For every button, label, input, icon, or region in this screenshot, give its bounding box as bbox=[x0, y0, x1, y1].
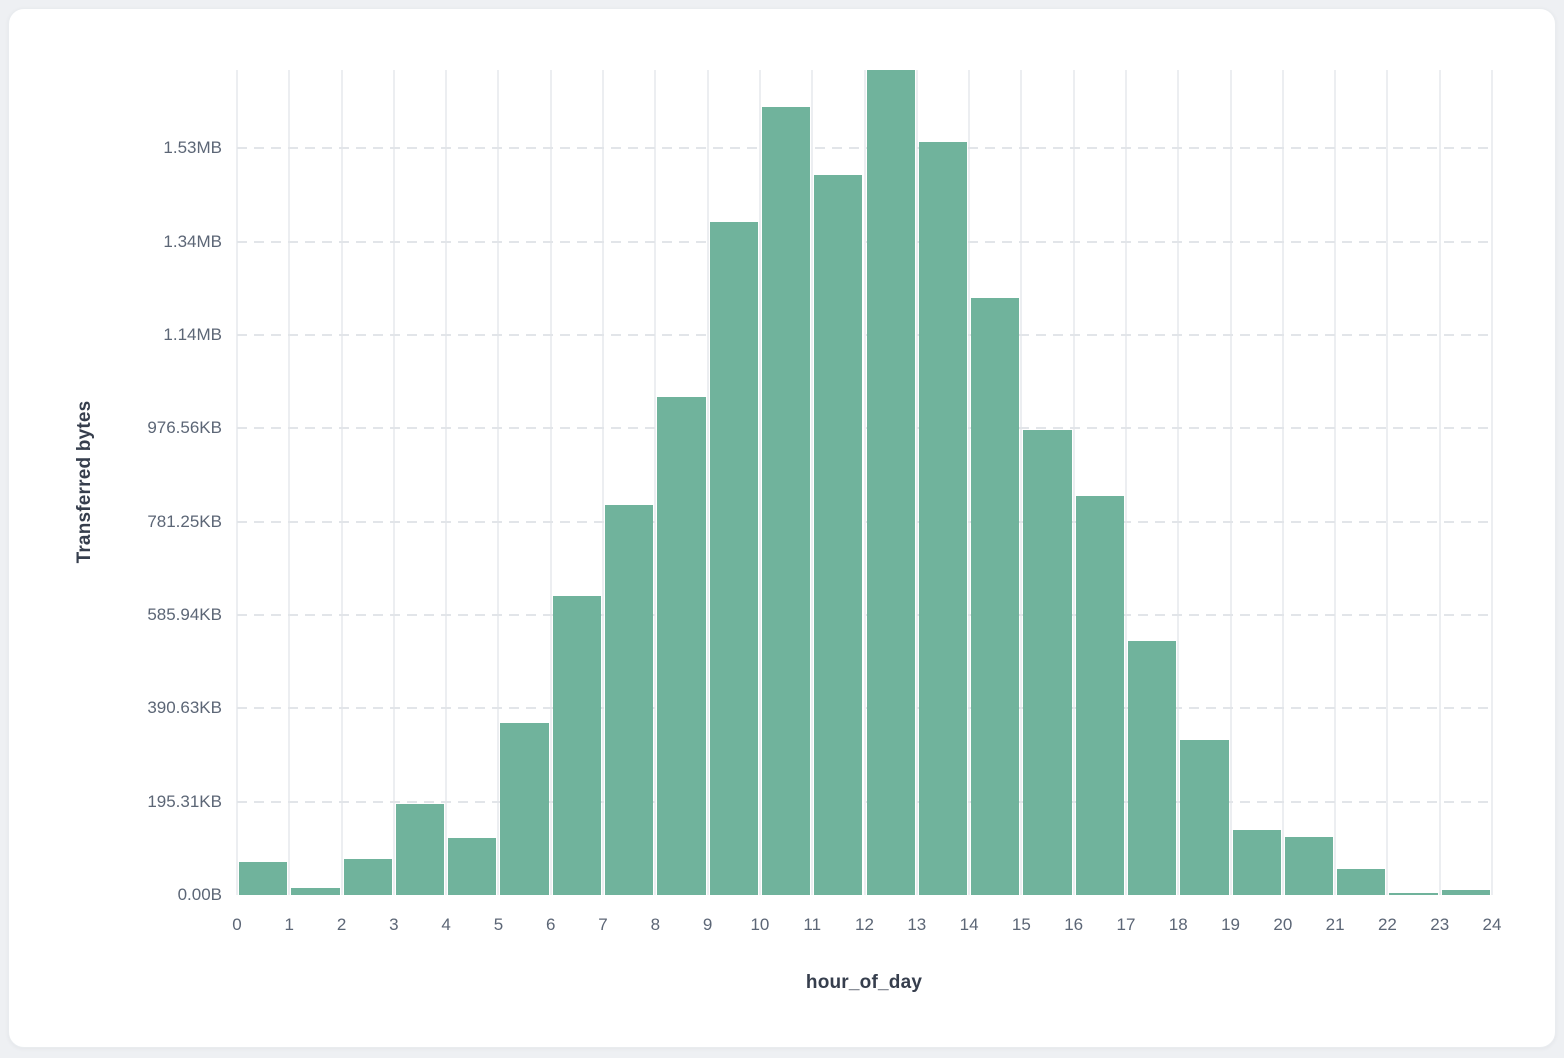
x-tick-label: 11 bbox=[803, 915, 822, 934]
x-tick-label: 23 bbox=[1430, 915, 1450, 934]
plot-area bbox=[236, 70, 1493, 895]
x-tick-label: 12 bbox=[855, 915, 874, 934]
histogram-bar[interactable] bbox=[657, 397, 706, 895]
x-tick-label: 22 bbox=[1377, 915, 1397, 934]
vertical-gridline bbox=[1020, 70, 1023, 895]
x-tick-label: 0 bbox=[232, 915, 242, 934]
histogram-bar[interactable] bbox=[1023, 430, 1072, 895]
histogram-bar[interactable] bbox=[971, 298, 1020, 895]
vertical-gridline bbox=[1438, 70, 1441, 895]
histogram-bar[interactable] bbox=[1232, 830, 1281, 895]
histogram-bar[interactable] bbox=[1075, 496, 1124, 895]
horizontal-gridline bbox=[237, 520, 1492, 523]
histogram-bar[interactable] bbox=[448, 838, 497, 895]
histogram-bar[interactable] bbox=[709, 221, 758, 895]
x-tick-label: 16 bbox=[1064, 915, 1084, 934]
horizontal-gridline bbox=[237, 147, 1492, 150]
vertical-gridline bbox=[811, 70, 814, 895]
histogram-bar[interactable] bbox=[239, 861, 288, 895]
x-tick-label: 17 bbox=[1116, 915, 1136, 934]
vertical-gridline bbox=[706, 70, 709, 895]
vertical-gridline bbox=[1281, 70, 1284, 895]
x-tick-label: 24 bbox=[1482, 915, 1502, 934]
x-tick-label: 19 bbox=[1221, 915, 1240, 934]
histogram-bar[interactable] bbox=[552, 596, 602, 895]
vertical-gridline bbox=[1386, 70, 1389, 895]
y-tick-label: 1.14MB bbox=[163, 325, 222, 345]
x-tick-label: 4 bbox=[441, 915, 451, 934]
histogram-bar[interactable] bbox=[291, 888, 340, 895]
y-tick-label: 781.25KB bbox=[147, 511, 222, 531]
histogram-bar[interactable] bbox=[343, 859, 392, 895]
horizontal-gridline bbox=[237, 800, 1492, 803]
horizontal-gridline bbox=[237, 614, 1492, 617]
horizontal-gridline bbox=[237, 334, 1492, 337]
y-tick-label: 585.94KB bbox=[147, 605, 222, 625]
x-tick-label: 1 bbox=[284, 915, 295, 934]
x-tick-label: 13 bbox=[907, 915, 927, 934]
x-tick-label: 7 bbox=[598, 915, 608, 934]
vertical-gridline bbox=[915, 70, 918, 895]
vertical-gridline bbox=[549, 70, 552, 895]
histogram-bar[interactable] bbox=[1180, 740, 1229, 895]
x-tick-label: 2 bbox=[336, 915, 347, 934]
vertical-gridline bbox=[1491, 70, 1493, 895]
vertical-gridline bbox=[340, 70, 343, 895]
histogram-bar[interactable] bbox=[500, 723, 549, 895]
vertical-gridline bbox=[602, 70, 605, 895]
vertical-gridline bbox=[758, 70, 761, 895]
vertical-gridline bbox=[445, 70, 448, 895]
vertical-gridline bbox=[968, 70, 971, 895]
histogram-bar[interactable] bbox=[1389, 892, 1438, 895]
vertical-gridline bbox=[236, 70, 238, 895]
x-tick-label: 8 bbox=[650, 915, 661, 934]
histogram-bar[interactable] bbox=[605, 504, 654, 895]
histogram-bar[interactable] bbox=[866, 70, 915, 895]
x-tick-label: 18 bbox=[1168, 915, 1188, 934]
y-tick-label: 1.53MB bbox=[163, 138, 222, 158]
vertical-gridline bbox=[863, 70, 866, 895]
y-tick-label: 1.34MB bbox=[163, 231, 222, 251]
horizontal-gridline bbox=[237, 240, 1492, 243]
histogram-bar[interactable] bbox=[395, 804, 445, 895]
histogram-bar[interactable] bbox=[1127, 641, 1177, 895]
x-tick-label: 3 bbox=[389, 915, 399, 934]
x-tick-label: 6 bbox=[546, 915, 556, 934]
histogram-bar[interactable] bbox=[1441, 889, 1490, 895]
vertical-gridline bbox=[1229, 70, 1232, 895]
vertical-gridline bbox=[1124, 70, 1127, 895]
vertical-gridline bbox=[497, 70, 500, 895]
vertical-gridline bbox=[1334, 70, 1337, 895]
histogram-bar[interactable] bbox=[761, 106, 811, 895]
vertical-gridline bbox=[654, 70, 657, 895]
y-tick-label: 195.31KB bbox=[147, 791, 222, 811]
horizontal-gridline bbox=[237, 427, 1492, 430]
x-axis-title: hour_of_day bbox=[805, 972, 923, 993]
vertical-gridline bbox=[288, 70, 291, 895]
x-tick-label: 5 bbox=[493, 915, 504, 934]
histogram-bar[interactable] bbox=[1284, 837, 1334, 895]
x-tick-label: 10 bbox=[750, 915, 770, 934]
x-tick-label: 20 bbox=[1273, 915, 1293, 934]
horizontal-gridline bbox=[237, 707, 1492, 710]
vertical-gridline bbox=[392, 70, 395, 895]
x-tick-label: 9 bbox=[702, 915, 713, 934]
y-tick-label: 976.56KB bbox=[147, 418, 222, 438]
histogram-bar[interactable] bbox=[1337, 868, 1386, 895]
x-tick-label: 15 bbox=[1011, 915, 1031, 934]
x-tick-label: 21 bbox=[1325, 915, 1345, 934]
histogram-bar[interactable] bbox=[814, 175, 863, 895]
histogram-bar[interactable] bbox=[918, 141, 968, 895]
vertical-gridline bbox=[1177, 70, 1180, 895]
vertical-gridline bbox=[1072, 70, 1075, 895]
y-tick-label: 0.00B bbox=[177, 885, 222, 904]
x-tick-label: 14 bbox=[959, 915, 979, 934]
y-tick-label: 390.63KB bbox=[147, 698, 222, 718]
y-axis-title: Transferred bytes bbox=[74, 400, 95, 564]
